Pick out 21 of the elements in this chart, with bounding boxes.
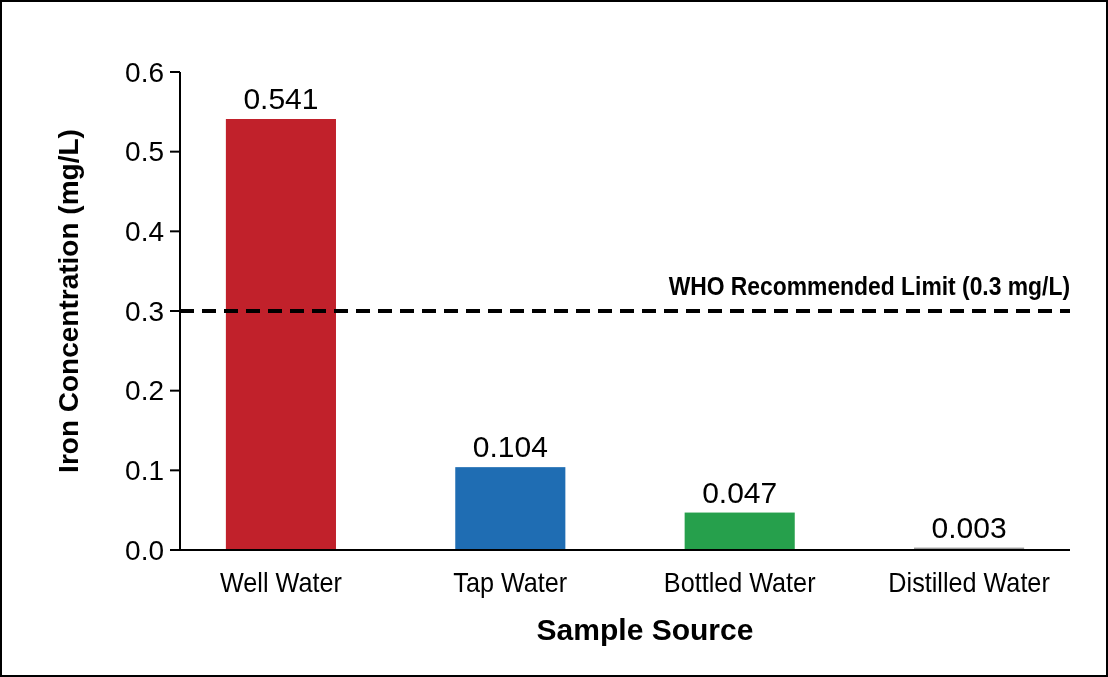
ref-line-label: WHO Recommended Limit (0.3 mg/L) (668, 271, 1070, 301)
y-tick-label: 0.5 (125, 136, 164, 168)
bar (455, 467, 566, 550)
x-axis-title: Sample Source (536, 613, 754, 646)
x-tick-label: Distilled Water (888, 566, 1050, 599)
y-tick-label: 0.0 (125, 534, 164, 566)
y-tick-label: 0.1 (125, 455, 164, 487)
bar (225, 119, 336, 550)
y-tick-label: 0.2 (125, 375, 164, 407)
data-label: 0.541 (243, 82, 319, 115)
x-tick-label: Tap Water (453, 566, 568, 599)
y-axis-title: Iron Concentration (mg/L) (53, 129, 84, 473)
bar (684, 512, 795, 550)
y-tick-label: 0.4 (125, 216, 164, 248)
y-tick-label: 0.6 (125, 56, 164, 88)
data-label: 0.003 (931, 510, 1007, 544)
x-tick-label: Well Water (220, 566, 342, 599)
x-tick-label: Bottled Water (663, 566, 816, 599)
data-label: 0.047 (702, 475, 778, 509)
data-label: 0.104 (472, 430, 548, 464)
y-tick-label: 0.3 (125, 295, 164, 327)
